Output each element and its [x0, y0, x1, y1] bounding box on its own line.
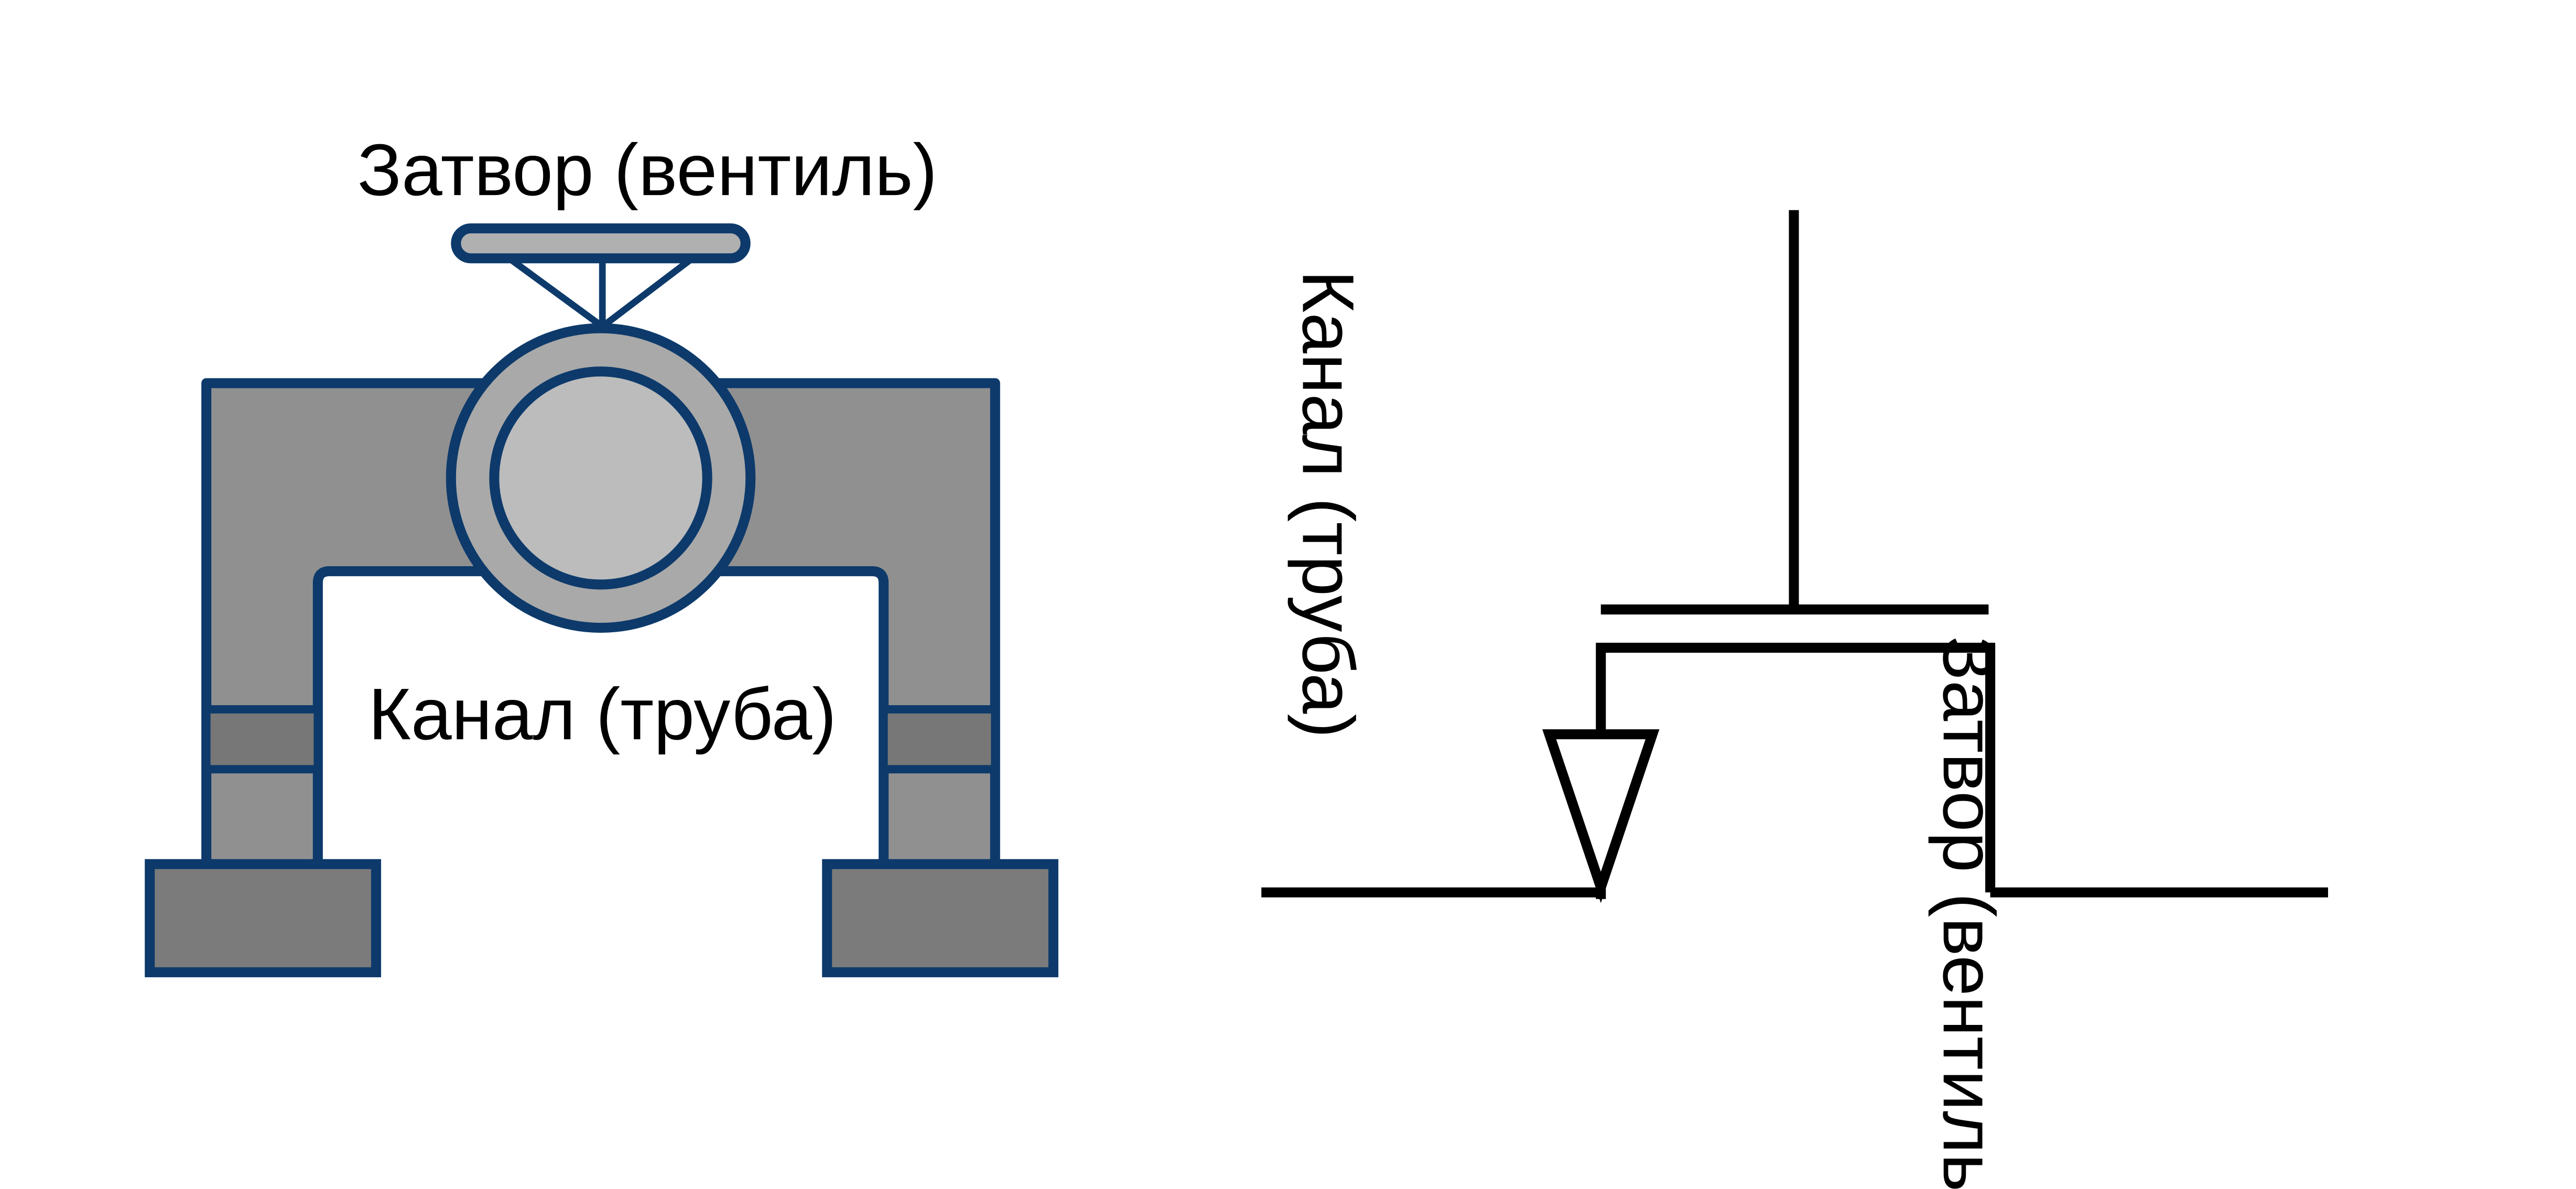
valve-pipe — [201, 378, 1000, 871]
valve-handle-spokes — [507, 255, 695, 330]
valve-icon: Затвор (вентиль) Канал (труба) — [145, 129, 1058, 978]
valve-handle — [451, 223, 751, 264]
valve-foot-right — [822, 859, 1058, 978]
valve-flange-left — [202, 705, 322, 774]
valve-channel-label: Канал (труба) — [369, 673, 837, 755]
valve-gate-label: Затвор (вентиль) — [358, 129, 937, 211]
transistor-icon — [1261, 210, 2329, 903]
transistor-gate-label: Затвор (вентиль) — [1928, 636, 2010, 1189]
valve-body-disc — [489, 366, 712, 590]
valve-foot-left — [145, 859, 381, 978]
transistor-channel — [1596, 643, 1996, 893]
transistor-channel-label: Канал (труба) — [1287, 270, 1369, 738]
valve-flange-right — [879, 705, 1000, 774]
transistor-arrow — [1542, 729, 1660, 903]
